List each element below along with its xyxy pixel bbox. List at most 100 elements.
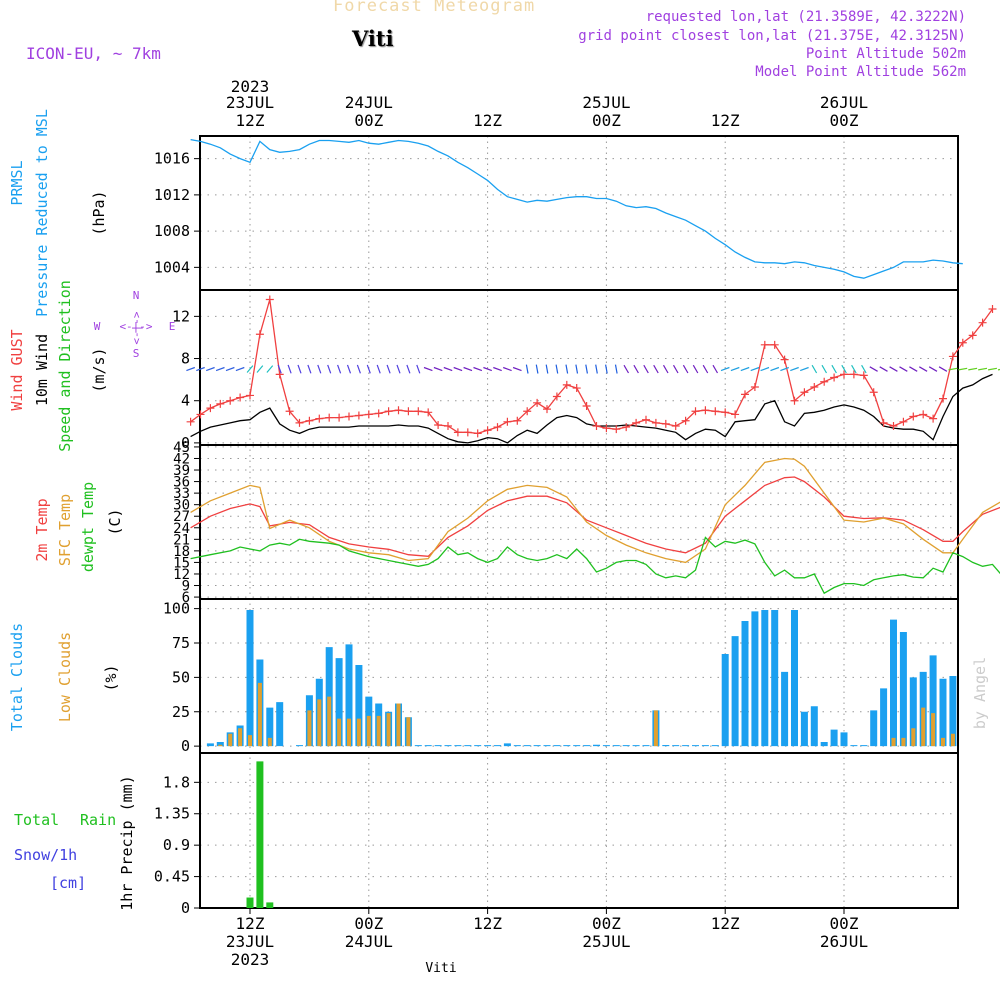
bar-low-clouds (396, 703, 401, 747)
bar-total-clouds (345, 644, 353, 747)
bar-low-clouds (356, 718, 361, 747)
bar-low-clouds (238, 728, 243, 747)
y-tick-label: 15 (173, 555, 190, 571)
gust-point (345, 412, 353, 421)
bar-total-clouds (850, 745, 858, 747)
wind-arrow (473, 366, 483, 372)
gust-point (879, 418, 888, 427)
bar-total-clouds (484, 745, 492, 747)
temp-unit: (C) (106, 508, 124, 535)
footer-station: Viti (425, 961, 456, 976)
gust-point (681, 416, 690, 425)
wind-arrow (623, 364, 630, 374)
compass-ns: <-|-> (130, 311, 143, 344)
gust-point (651, 418, 660, 427)
gust-point (453, 428, 462, 437)
gust-point (760, 340, 769, 349)
compass-e: E (169, 320, 176, 333)
year-label-top: 2023 (231, 77, 270, 96)
wind-arrow (337, 364, 342, 374)
rain-label: Rain (80, 811, 116, 829)
bar-low-clouds (307, 710, 312, 747)
wind-arrow (366, 364, 371, 374)
wind-arrow (841, 364, 847, 374)
wind-arrow (919, 366, 928, 372)
bar-total-clouds (206, 743, 214, 747)
gust-point (414, 407, 423, 416)
chart-title: Forecast Meteogram (333, 0, 536, 16)
wind-arrow (760, 366, 770, 372)
gust-point (246, 391, 254, 400)
gust-point (384, 407, 393, 416)
bar-low-clouds (366, 715, 371, 747)
wind-arrow (545, 364, 549, 374)
wind-arrow (821, 364, 828, 374)
bar-low-clouds (317, 699, 322, 747)
y-tick-label: 0 (181, 899, 190, 917)
gust-point (622, 423, 631, 432)
gust-point (978, 318, 987, 327)
wind-arrow (633, 364, 639, 374)
wind-arrow (968, 367, 978, 371)
wind-arrow (453, 366, 463, 372)
wind-arrow (811, 364, 818, 374)
wind-arrow (605, 364, 608, 374)
wind-arrow (928, 366, 938, 372)
y-tick-label: 75 (172, 634, 190, 652)
bar-low-clouds (406, 717, 411, 747)
gust-point (909, 412, 918, 421)
compass-ew: <-|-> (119, 320, 152, 333)
gust-point (523, 407, 532, 416)
gust-point (315, 414, 324, 423)
gust-point (750, 383, 759, 392)
bar-total-clouds (246, 610, 254, 747)
y-tick-label: 6 (182, 590, 190, 606)
time-label-top: 26JUL (820, 93, 868, 112)
bar-total-clouds (781, 671, 789, 747)
gust-point (434, 420, 443, 429)
bar-total-clouds (701, 745, 709, 747)
station-name: Viti (352, 26, 394, 51)
time-label-bottom: 24JUL (345, 932, 393, 951)
gust-point (671, 422, 680, 431)
time-label-bottom: 00Z (354, 914, 383, 933)
time-label-bottom: 00Z (830, 914, 859, 933)
bar-total-clouds (642, 745, 650, 747)
compass-w: W (94, 320, 101, 333)
wind-arrow (780, 366, 790, 372)
bar-total-rain (246, 897, 254, 908)
point-altitude: Point Altitude 502m (805, 46, 966, 62)
gust-point (632, 418, 641, 427)
gust-point (275, 370, 284, 379)
wind-arrow (535, 364, 539, 374)
wind-arrow (987, 367, 998, 371)
wind-arrow (614, 364, 618, 374)
time-label-bottom: 2023 (231, 950, 270, 969)
wind-arrow (653, 364, 659, 374)
wind-arrow (186, 366, 196, 372)
y-tick-label: 0.9 (163, 836, 190, 854)
bar-low-clouds (337, 718, 342, 747)
clouds-unit: (%) (102, 664, 120, 691)
series-line-dewpt-temp (190, 536, 1000, 595)
gust-point (216, 399, 225, 408)
gust-point (503, 417, 512, 426)
gust-point (592, 422, 601, 431)
gust-point (394, 406, 403, 415)
wind-arrow (235, 366, 245, 372)
wind-arrow (662, 364, 669, 374)
wind-arrow (861, 364, 867, 374)
gust-point (196, 410, 205, 419)
time-label-top: 00Z (354, 111, 383, 130)
requested-coords: requested lon,lat (21.3589E, 42.3222N) (645, 9, 966, 25)
y-tick-label: 30 (173, 498, 190, 514)
wind-arrow (750, 366, 760, 372)
y-tick-label: 42 (173, 451, 190, 467)
wind-arrow (256, 365, 264, 373)
gust-point (691, 407, 700, 416)
gust-point (552, 392, 561, 401)
time-label-top: 00Z (592, 111, 621, 130)
bar-low-clouds (891, 737, 896, 747)
wind-arrow (720, 366, 730, 372)
gust-point (661, 419, 670, 428)
